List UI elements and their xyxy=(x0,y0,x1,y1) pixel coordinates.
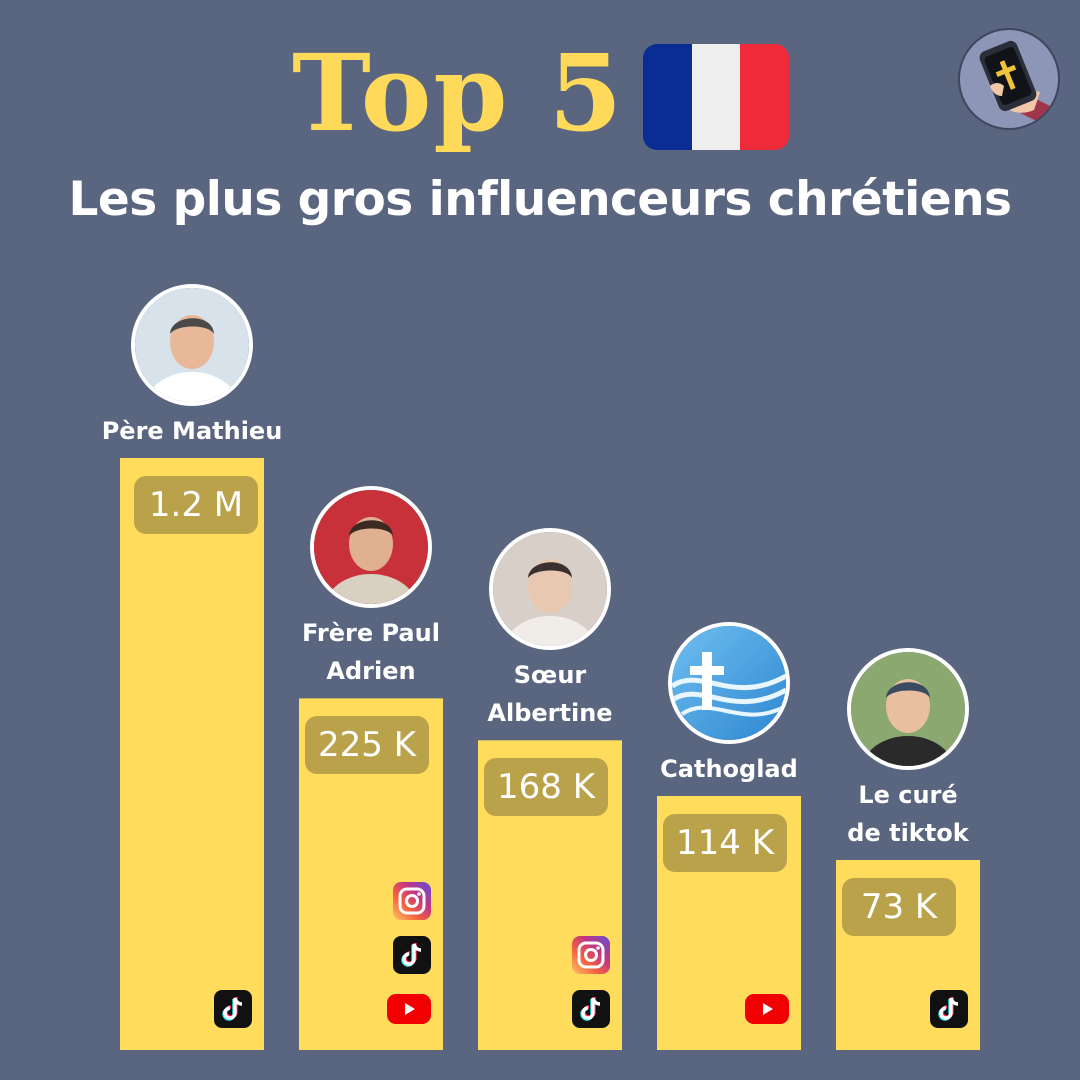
category-label-frere-paul-adrien-line-2: Adrien xyxy=(326,657,416,686)
value-label-pere-mathieu: 1.2 M xyxy=(134,476,258,534)
tiktok-icon xyxy=(930,990,968,1028)
instagram-icon xyxy=(393,882,431,920)
category-label-soeur-albertine-line-2: Albertine xyxy=(487,699,613,728)
value-label-frere-paul-adrien: 225 K xyxy=(305,716,429,775)
france-flag-icon xyxy=(643,44,789,150)
value-label-soeur-albertine: 168 K xyxy=(484,758,608,817)
category-label-le-cure-de-tiktok-line-2: de tiktok xyxy=(847,819,969,847)
page-subtitle: Les plus gros influenceurs chrétiens xyxy=(68,172,1012,227)
tiktok-icon xyxy=(572,990,610,1028)
page-title: Top 5 xyxy=(292,30,625,155)
avatar-cathoglad xyxy=(668,621,790,744)
category-label-pere-mathieu: Père Mathieu xyxy=(101,417,283,445)
phone-bible-logo-icon xyxy=(958,28,1060,130)
category-label-le-cure-de-tiktok-line-1: Le curé xyxy=(858,781,958,809)
tiktok-icon xyxy=(393,936,431,974)
flag-blue-stripe xyxy=(643,44,692,150)
avatar-frere-paul-adrien xyxy=(310,486,432,609)
value-label-cathoglad: 114 K xyxy=(663,813,787,872)
avatar-soeur-albertine xyxy=(489,528,611,651)
instagram-icon xyxy=(572,936,610,974)
value-label-le-cure-de-tiktok: 73 K xyxy=(842,878,956,936)
category-label-cathoglad: Cathoglad xyxy=(660,754,798,783)
flag-white-stripe xyxy=(691,44,741,150)
category-label-soeur-albertine-line-1: Sœur xyxy=(513,661,587,690)
youtube-icon xyxy=(745,994,789,1024)
youtube-icon xyxy=(387,994,431,1024)
tiktok-icon xyxy=(214,990,252,1028)
category-label-frere-paul-adrien-line-1: Frère Paul xyxy=(302,619,440,648)
avatar-pere-mathieu xyxy=(131,284,253,406)
avatar-le-cure-de-tiktok xyxy=(847,648,969,770)
bar-pere-mathieu xyxy=(120,458,264,1050)
flag-red-stripe xyxy=(740,44,789,150)
